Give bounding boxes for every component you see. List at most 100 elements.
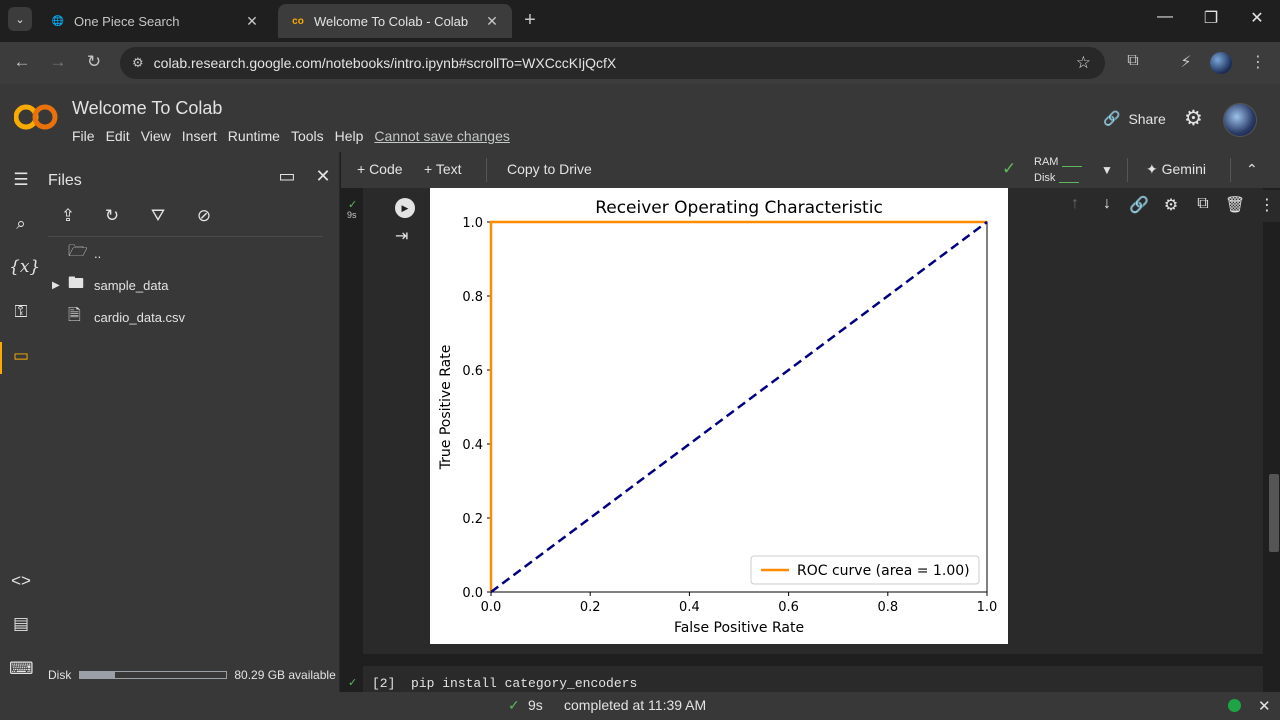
close-icon[interactable]: ✕ bbox=[246, 12, 258, 29]
x-axis-label: False Positive Rate bbox=[674, 620, 804, 636]
menu-edit[interactable]: Edit bbox=[105, 128, 130, 144]
status-check-icon: ✓ bbox=[508, 697, 520, 713]
search-icon[interactable]: ⌕ bbox=[16, 214, 26, 233]
y-tick-label: 0.0 bbox=[462, 586, 483, 601]
colab-favicon-icon: co bbox=[292, 15, 304, 27]
cell-prompt: [2] bbox=[372, 676, 396, 691]
active-indicator bbox=[0, 342, 2, 374]
add-code-button[interactable]: + Code bbox=[357, 161, 403, 177]
mirror-cell-icon[interactable]: ⧉ bbox=[1197, 195, 1209, 212]
more-actions-icon[interactable]: ⋮ bbox=[1259, 197, 1275, 214]
notebook-title[interactable]: Welcome To Colab bbox=[72, 98, 223, 118]
status-close-icon[interactable]: ✕ bbox=[1258, 698, 1271, 715]
command-palette-icon[interactable]: ▤ bbox=[12, 614, 30, 633]
divider bbox=[1230, 158, 1231, 182]
menu-tools[interactable]: Tools bbox=[290, 128, 324, 144]
open-in-tab-icon[interactable]: ▭ bbox=[278, 166, 296, 186]
legend-label: ROC curve (area = 1.00) bbox=[797, 563, 970, 579]
account-avatar[interactable] bbox=[1223, 103, 1257, 137]
x-tick-label: 0.8 bbox=[877, 600, 898, 615]
run-cell-button[interactable]: ▶ bbox=[395, 198, 415, 218]
menu-file[interactable]: File bbox=[72, 128, 95, 144]
secrets-key-icon[interactable]: ⚿ bbox=[14, 302, 28, 321]
tab-search-dropdown-button[interactable]: ⌄ bbox=[8, 7, 32, 31]
refresh-icon[interactable]: ↻ bbox=[104, 206, 120, 225]
notebook-scrollbar[interactable] bbox=[1269, 474, 1279, 552]
file-item-label: sample_data bbox=[94, 277, 169, 293]
table-of-contents-icon[interactable]: ☰ bbox=[13, 170, 29, 189]
menu-help[interactable]: Help bbox=[334, 128, 364, 144]
restore-button[interactable]: ❐ bbox=[1203, 10, 1219, 27]
variables-icon[interactable]: {x} bbox=[9, 257, 41, 277]
forward-button[interactable]: → bbox=[49, 52, 67, 71]
expand-arrow-icon[interactable]: ▶ bbox=[52, 279, 60, 291]
copy-to-drive-button[interactable]: Copy to Drive bbox=[507, 161, 592, 177]
gemini-button[interactable]: ✦ Gemini bbox=[1146, 161, 1206, 178]
tab-label: One Piece Search bbox=[74, 13, 180, 29]
upload-file-icon[interactable]: ⇪ bbox=[60, 206, 76, 225]
cell-settings-icon[interactable]: ⚙ bbox=[1163, 197, 1179, 214]
code-snippets-icon[interactable]: <> bbox=[11, 571, 31, 590]
disk-graph bbox=[1059, 173, 1080, 184]
reload-button[interactable]: ↻ bbox=[86, 52, 102, 71]
file-item-label: cardio_data.csv bbox=[94, 309, 186, 325]
close-panel-icon[interactable]: ✕ bbox=[315, 166, 331, 186]
link-icon[interactable]: 🔗 bbox=[1129, 197, 1149, 214]
play-icon: ▶ bbox=[401, 203, 409, 213]
collapse-header-icon[interactable]: ⌃ bbox=[1246, 161, 1258, 177]
status-duration: 9s bbox=[528, 697, 543, 713]
minimize-button[interactable]: — bbox=[1157, 8, 1173, 25]
colab-logo-icon[interactable] bbox=[14, 102, 58, 132]
browser-tab-bar: ⌄ 🌐 One Piece Search ✕ co Welcome To Col… bbox=[0, 0, 1280, 42]
divider bbox=[486, 158, 487, 182]
mount-drive-icon[interactable]: ⛛ bbox=[150, 206, 166, 225]
bookmark-star-icon[interactable]: ☆ bbox=[1075, 53, 1091, 72]
files-folder-icon[interactable]: ▭ bbox=[12, 346, 30, 365]
menu-insert[interactable]: Insert bbox=[181, 128, 217, 144]
status-message: completed at 11:39 AM bbox=[564, 697, 707, 713]
extensions-icon[interactable]: ⧉ bbox=[1127, 52, 1139, 69]
close-icon[interactable]: ✕ bbox=[486, 12, 498, 29]
code-cell-output: ▶ ⇥ Receiver Operating Characteristic 0.0… bbox=[363, 188, 1280, 654]
performance-icon[interactable]: ⚡ bbox=[1180, 54, 1192, 71]
browser-profile-avatar[interactable] bbox=[1210, 52, 1232, 74]
file-item-sample-data[interactable]: ▶ 🖿 sample_data bbox=[52, 273, 168, 297]
output-actions-icon[interactable]: ⇥ bbox=[395, 228, 409, 245]
back-button[interactable]: ← bbox=[13, 52, 31, 71]
url-omnibox[interactable]: ⚙ colab.research.google.com/notebooks/in… bbox=[120, 47, 1105, 79]
next-code-cell[interactable]: [2] pip install category_encoders bbox=[363, 666, 1263, 692]
cell-success-check-icon: ✓ bbox=[348, 677, 358, 689]
tab-one-piece-search[interactable]: 🌐 One Piece Search ✕ bbox=[38, 4, 272, 38]
runtime-dropdown-icon[interactable]: ▼ bbox=[1101, 163, 1113, 177]
x-tick-label: 0.4 bbox=[679, 600, 700, 615]
cannot-save-link[interactable]: Cannot save changes bbox=[374, 128, 510, 144]
share-button[interactable]: 🔗 Share bbox=[1103, 110, 1166, 127]
x-tick-label: 0.0 bbox=[481, 600, 502, 615]
cell-exec-time: 9s bbox=[347, 210, 357, 220]
window-close-button[interactable]: ✕ bbox=[1250, 10, 1264, 27]
cell-toolbar: ↑ ↓ 🔗 ⚙ ⧉ 🗑 ⋮ bbox=[1059, 190, 1280, 222]
colab-header: Welcome To Colab File Edit View Insert R… bbox=[0, 84, 1280, 152]
add-text-button[interactable]: + Text bbox=[424, 161, 462, 177]
menu-view[interactable]: View bbox=[140, 128, 171, 144]
left-icon-rail: ☰ ⌕ {x} ⚿ ▭ <> ▤ ⌨ bbox=[0, 152, 42, 692]
tab-welcome-to-colab[interactable]: co Welcome To Colab - Colab ✕ bbox=[278, 4, 512, 38]
settings-gear-icon[interactable]: ⚙ bbox=[1184, 107, 1203, 130]
menu-runtime[interactable]: Runtime bbox=[227, 128, 280, 144]
delete-cell-icon[interactable]: 🗑 bbox=[1224, 197, 1246, 214]
site-info-icon[interactable]: ⚙ bbox=[132, 55, 144, 70]
file-item-cardio-data[interactable]: 🗎 cardio_data.csv bbox=[52, 305, 185, 329]
move-up-icon[interactable]: ↑ bbox=[1071, 195, 1079, 212]
notebook-area: ✓ 9s ▶ ⇥ Receiver Operating Characterist… bbox=[341, 188, 1280, 692]
file-item-parent[interactable]: 🗁 .. bbox=[52, 241, 101, 265]
hide-files-icon[interactable]: ⊘ bbox=[196, 206, 212, 225]
new-tab-button[interactable]: + bbox=[524, 9, 536, 31]
terminal-icon[interactable]: ⌨ bbox=[9, 659, 34, 678]
chart-title: Receiver Operating Characteristic bbox=[595, 198, 883, 218]
globe-icon: 🌐 bbox=[51, 15, 65, 27]
move-down-icon[interactable]: ↓ bbox=[1103, 195, 1111, 212]
file-icon: 🗎 bbox=[68, 306, 81, 324]
ram-disk-indicator[interactable]: RAM Disk bbox=[1034, 154, 1083, 186]
browser-menu-icon[interactable]: ⋮ bbox=[1250, 54, 1266, 71]
divider bbox=[48, 236, 323, 237]
